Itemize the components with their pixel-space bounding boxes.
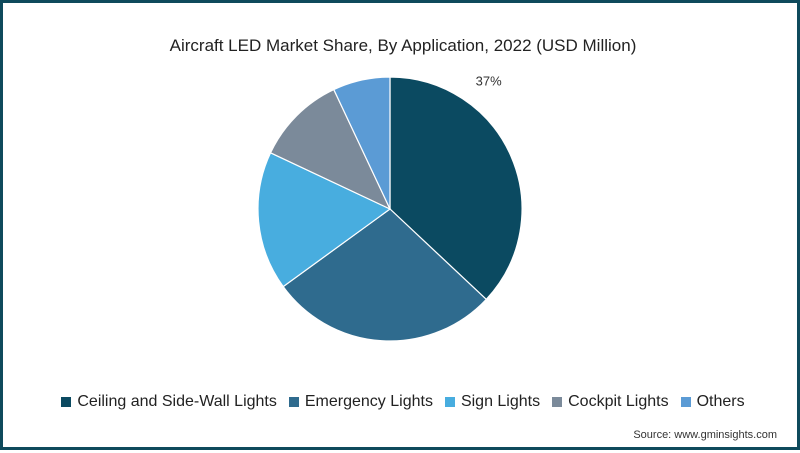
legend-item: Sign Lights [444, 393, 541, 411]
pie-slice-cockpit-lights [269, 88, 392, 211]
pie-slice-sign-lights [257, 151, 392, 288]
legend-swatch [552, 397, 563, 407]
data-label: 37% [476, 74, 502, 89]
source-note: Source: www.gminsights.com [633, 429, 777, 441]
legend-item: Ceiling and Side-Wall Lights [61, 393, 277, 411]
chart-legend: Ceiling and Side-Wall Lights Emergency Li… [3, 393, 800, 411]
legend-item: Others [680, 393, 745, 411]
legend-label: Ceiling and Side-Wall Lights [77, 393, 277, 410]
pie-slice-others [332, 76, 391, 210]
legend-swatch [61, 397, 72, 407]
pie-slice-ceiling-and-side-wall-lights [389, 76, 523, 301]
legend-item: Emergency Lights [288, 393, 433, 411]
legend-swatch [444, 397, 455, 407]
legend-label: Cockpit Lights [568, 393, 669, 410]
chart-title: Aircraft LED Market Share, By Applicatio… [169, 36, 637, 55]
legend-swatch [680, 397, 691, 407]
legend-label: Emergency Lights [304, 393, 433, 410]
legend-swatch [288, 397, 299, 407]
legend-label: Sign Lights [460, 393, 541, 410]
legend-label: Others [696, 393, 745, 410]
legend-item: Cockpit Lights [552, 393, 669, 411]
pie-chart: 37% [257, 74, 523, 342]
pie-slice-emergency-lights [282, 208, 488, 342]
